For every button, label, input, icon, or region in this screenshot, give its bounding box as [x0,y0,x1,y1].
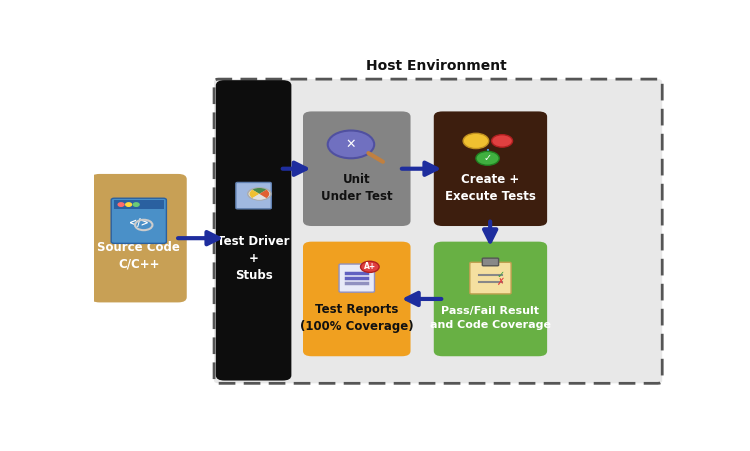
FancyBboxPatch shape [433,242,547,356]
FancyBboxPatch shape [339,264,374,292]
Circle shape [491,135,512,147]
FancyBboxPatch shape [214,79,662,383]
FancyBboxPatch shape [236,183,272,209]
FancyBboxPatch shape [216,80,291,381]
FancyBboxPatch shape [303,111,410,226]
Circle shape [361,261,380,272]
FancyBboxPatch shape [433,111,547,226]
FancyBboxPatch shape [470,262,511,294]
Text: Unit
Under Test: Unit Under Test [321,173,392,203]
Ellipse shape [248,188,271,200]
FancyBboxPatch shape [303,242,410,356]
Text: Pass/Fail Result
and Code Coverage: Pass/Fail Result and Code Coverage [430,306,551,330]
Circle shape [134,203,139,206]
Text: ✓: ✓ [496,270,505,280]
Text: ✓: ✓ [484,153,491,163]
Bar [114,200,164,209]
Circle shape [118,203,124,206]
Wedge shape [250,190,259,198]
Text: Test Driver
+
Stubs: Test Driver + Stubs [217,235,290,281]
Text: Test Reports
(100% Coverage): Test Reports (100% Coverage) [300,303,413,333]
Text: Create +
Execute Tests: Create + Execute Tests [445,173,536,203]
Circle shape [328,130,374,158]
Text: Source Code
C/C++: Source Code C/C++ [98,240,180,271]
Circle shape [476,152,500,165]
Text: Host Environment: Host Environment [366,59,507,73]
Text: </>: </> [129,218,149,228]
Text: ✗: ✗ [496,276,505,286]
Wedge shape [253,188,266,194]
Wedge shape [260,190,269,198]
Circle shape [464,133,489,148]
Wedge shape [253,194,266,200]
Circle shape [126,203,131,206]
FancyBboxPatch shape [91,174,187,303]
FancyBboxPatch shape [482,258,499,266]
Text: ✕: ✕ [346,138,356,151]
Text: A+: A+ [364,262,376,272]
FancyBboxPatch shape [111,198,166,244]
